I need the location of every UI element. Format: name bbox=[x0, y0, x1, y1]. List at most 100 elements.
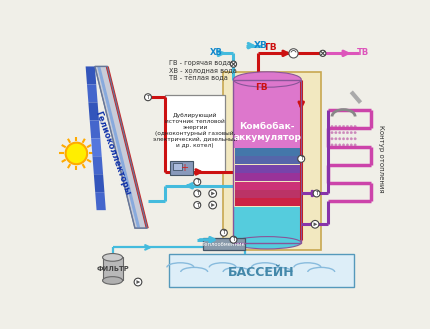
Circle shape bbox=[319, 50, 326, 56]
Circle shape bbox=[331, 144, 333, 146]
Circle shape bbox=[338, 132, 341, 134]
Circle shape bbox=[194, 190, 201, 197]
Text: +: + bbox=[180, 163, 188, 173]
Text: T: T bbox=[146, 95, 150, 100]
Circle shape bbox=[335, 138, 337, 140]
Circle shape bbox=[331, 138, 333, 140]
Circle shape bbox=[350, 138, 353, 140]
Text: T: T bbox=[196, 191, 199, 196]
Polygon shape bbox=[211, 191, 215, 195]
Circle shape bbox=[209, 190, 217, 197]
Text: T: T bbox=[232, 237, 235, 242]
Circle shape bbox=[194, 202, 201, 209]
Circle shape bbox=[342, 138, 345, 140]
Text: T: T bbox=[196, 179, 199, 185]
Text: Комбобак-
аккумулятор: Комбобак- аккумулятор bbox=[233, 122, 301, 141]
Bar bbox=[235, 157, 300, 164]
Circle shape bbox=[335, 132, 337, 134]
Text: Теплообменник: Теплообменник bbox=[202, 242, 246, 247]
Text: ХВ - холодная вода: ХВ - холодная вода bbox=[169, 67, 237, 73]
Bar bbox=[170, 161, 194, 175]
Circle shape bbox=[342, 132, 345, 134]
Circle shape bbox=[209, 201, 217, 209]
Polygon shape bbox=[95, 192, 106, 210]
Circle shape bbox=[346, 144, 349, 146]
Circle shape bbox=[346, 125, 349, 128]
Circle shape bbox=[342, 144, 345, 146]
Circle shape bbox=[194, 178, 201, 186]
Circle shape bbox=[313, 190, 320, 197]
Polygon shape bbox=[211, 203, 215, 207]
Bar bbox=[235, 198, 300, 207]
Circle shape bbox=[144, 94, 151, 101]
Circle shape bbox=[289, 49, 298, 58]
Circle shape bbox=[335, 144, 337, 146]
Circle shape bbox=[338, 138, 341, 140]
Text: ГВ - горячая вода: ГВ - горячая вода bbox=[169, 60, 231, 65]
Circle shape bbox=[134, 278, 142, 286]
Text: T: T bbox=[196, 203, 199, 208]
Polygon shape bbox=[86, 66, 96, 85]
Circle shape bbox=[230, 236, 237, 243]
Circle shape bbox=[350, 144, 353, 146]
Polygon shape bbox=[94, 174, 104, 192]
Bar bbox=[235, 190, 300, 198]
Polygon shape bbox=[92, 156, 103, 174]
Polygon shape bbox=[91, 138, 102, 156]
Bar bbox=[233, 80, 301, 148]
Circle shape bbox=[354, 144, 356, 146]
Bar bbox=[235, 173, 300, 181]
Bar bbox=[169, 254, 353, 288]
Polygon shape bbox=[90, 120, 100, 138]
Circle shape bbox=[66, 143, 87, 164]
Circle shape bbox=[221, 229, 227, 236]
Polygon shape bbox=[95, 66, 147, 228]
Bar bbox=[233, 207, 301, 243]
Text: ГВ: ГВ bbox=[264, 43, 277, 52]
Bar bbox=[103, 257, 123, 281]
Polygon shape bbox=[87, 85, 98, 102]
Circle shape bbox=[331, 132, 333, 134]
Ellipse shape bbox=[233, 72, 301, 87]
Bar bbox=[235, 182, 300, 190]
Text: ХВ: ХВ bbox=[254, 41, 268, 50]
Bar bbox=[233, 80, 301, 243]
Circle shape bbox=[354, 132, 356, 134]
Text: T: T bbox=[315, 191, 318, 196]
Circle shape bbox=[354, 138, 356, 140]
Polygon shape bbox=[313, 222, 317, 226]
Bar bbox=[235, 165, 300, 173]
Circle shape bbox=[338, 125, 341, 128]
Circle shape bbox=[335, 125, 337, 128]
Circle shape bbox=[350, 132, 353, 134]
Text: БАССЕЙН: БАССЕЙН bbox=[228, 266, 295, 279]
Text: Гелиоколлекторы: Гелиоколлекторы bbox=[93, 110, 132, 197]
Circle shape bbox=[311, 220, 319, 228]
Bar bbox=[172, 164, 182, 170]
Circle shape bbox=[331, 125, 333, 128]
Circle shape bbox=[230, 61, 237, 67]
Bar bbox=[223, 72, 321, 250]
Circle shape bbox=[338, 144, 341, 146]
Text: ХВ: ХВ bbox=[210, 48, 223, 57]
Polygon shape bbox=[106, 66, 149, 228]
Circle shape bbox=[346, 138, 349, 140]
Polygon shape bbox=[88, 102, 99, 120]
Bar bbox=[235, 148, 300, 156]
Circle shape bbox=[350, 125, 353, 128]
Text: ТВ: ТВ bbox=[357, 48, 369, 57]
Text: ФИЛЬТР: ФИЛЬТР bbox=[96, 266, 129, 272]
Polygon shape bbox=[97, 66, 140, 228]
Text: T: T bbox=[300, 156, 303, 161]
Text: Дублирующий
источник тепловой
энергии
(одноконтурный газовый,
электрический, диз: Дублирующий источник тепловой энергии (о… bbox=[153, 113, 237, 148]
Circle shape bbox=[346, 132, 349, 134]
Circle shape bbox=[354, 125, 356, 128]
Polygon shape bbox=[136, 280, 140, 284]
Text: ГВ: ГВ bbox=[255, 83, 267, 92]
Text: ТВ - тёплая вода: ТВ - тёплая вода bbox=[169, 75, 227, 81]
Text: Контур отопления: Контур отопления bbox=[378, 125, 384, 193]
Circle shape bbox=[298, 155, 305, 162]
Ellipse shape bbox=[103, 277, 123, 284]
Ellipse shape bbox=[103, 254, 123, 261]
Bar bbox=[165, 95, 225, 172]
